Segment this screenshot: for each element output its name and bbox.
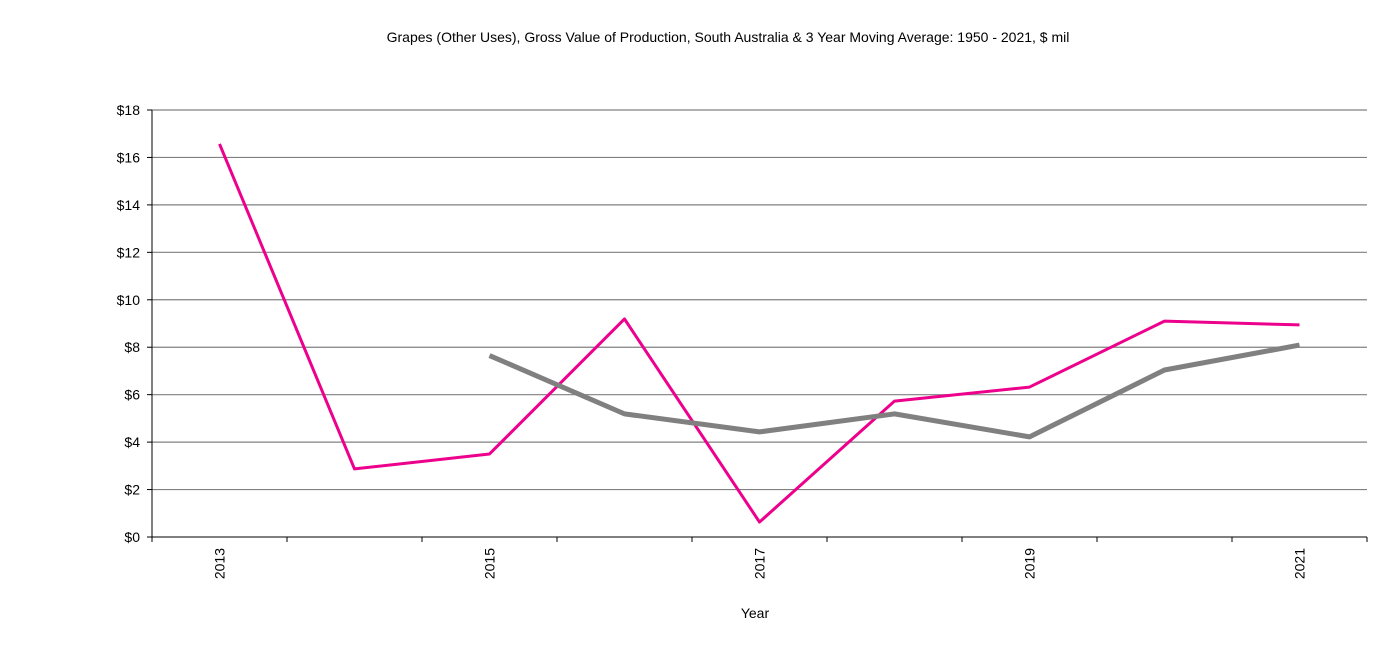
series-line-gross-value	[218, 143, 1300, 524]
series-lines	[218, 143, 1300, 524]
x-axis-label: Year	[741, 605, 770, 621]
gridlines	[152, 109, 1367, 491]
x-tick-label: 2021	[1292, 548, 1308, 579]
y-tick-label: $16	[117, 149, 141, 165]
x-tick-label: 2013	[212, 548, 228, 579]
y-tick-label: $8	[124, 339, 140, 355]
y-tick-label: $0	[124, 529, 140, 545]
y-tick-label: $2	[124, 482, 140, 498]
x-tick-label: 2019	[1022, 548, 1038, 579]
y-tick-label: $18	[117, 102, 141, 118]
y-axis: $0 $2 $4 $6 $8 $10 $12 $14 $16 $18	[117, 102, 153, 545]
y-tick-label: $4	[124, 434, 140, 450]
y-tick-label: $12	[117, 244, 141, 260]
chart-title: Grapes (Other Uses), Gross Value of Prod…	[387, 29, 1070, 45]
x-axis: 2013 2015 2017 2019 2021	[151, 536, 1368, 579]
y-tick-label: $10	[117, 292, 141, 308]
series-line-moving-average	[488, 342, 1300, 440]
y-tick-label: $6	[124, 387, 140, 403]
x-tick-label: 2015	[482, 548, 498, 579]
y-tick-label: $14	[117, 197, 141, 213]
x-tick-label: 2017	[752, 548, 768, 579]
